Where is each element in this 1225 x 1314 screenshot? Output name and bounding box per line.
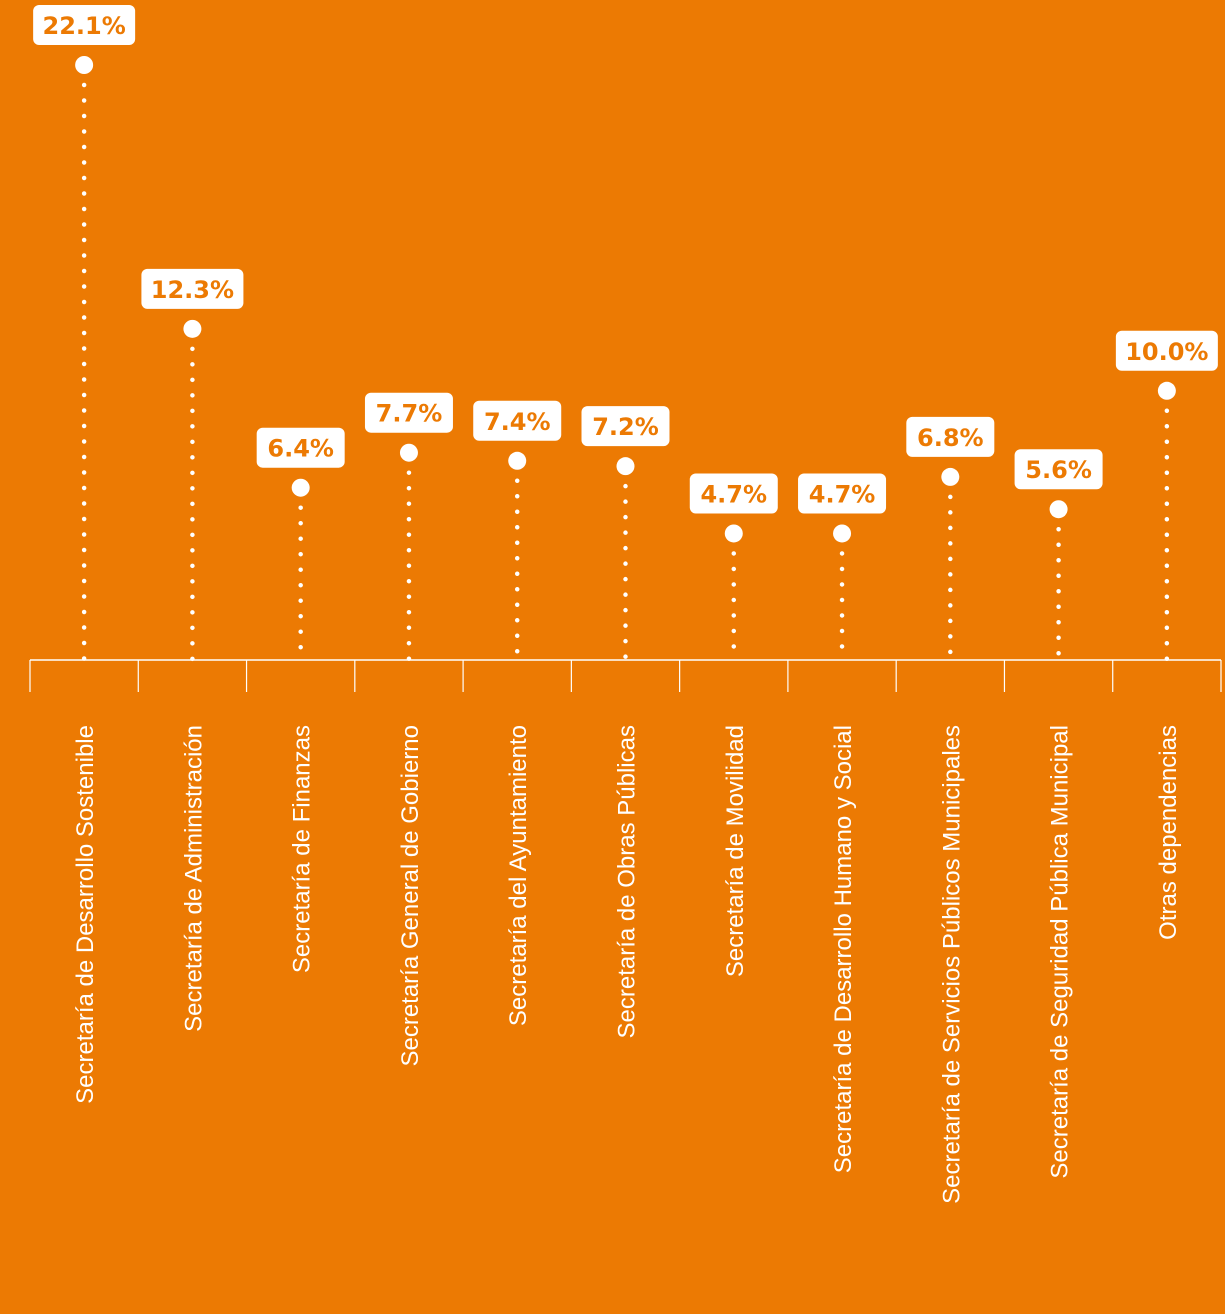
data-point	[75, 56, 94, 74]
data-point	[833, 524, 852, 543]
value-badge: 12.3%	[141, 268, 244, 309]
data-point	[183, 319, 202, 338]
value-label: 7.4%	[484, 408, 551, 436]
data-point	[1157, 381, 1176, 400]
value-badge: 4.7%	[798, 473, 887, 514]
value-badge: 7.7%	[364, 392, 453, 433]
value-label: 4.7%	[809, 480, 876, 508]
value-label: 22.1%	[43, 12, 126, 40]
category-label: Secretaría de Finanzas	[289, 725, 316, 973]
value-label: 7.7%	[376, 400, 443, 428]
value-badge-bg	[906, 416, 995, 457]
data-point	[399, 443, 418, 462]
category-label: Secretaría de Seguridad Pública Municipa…	[1047, 725, 1074, 1179]
category-label: Secretaría General de Gobierno	[397, 725, 424, 1067]
data-points	[75, 56, 1176, 543]
category-labels: Secretaría de Desarrollo Sostenible Secre…	[72, 725, 1182, 1204]
value-badge-bg	[689, 473, 778, 514]
data-point	[941, 467, 960, 486]
value-label: 4.7%	[700, 480, 767, 508]
data-point	[724, 524, 743, 543]
value-badge-bg	[364, 392, 453, 433]
value-label: 10.0%	[1125, 338, 1208, 366]
value-badge: 6.4%	[256, 427, 345, 468]
value-label: 12.3%	[151, 276, 234, 304]
value-badge-bg	[1115, 330, 1218, 371]
category-label: Secretaría de Obras Públicas	[614, 725, 641, 1039]
category-label: Secretaría del Ayuntamiento	[505, 725, 532, 1026]
stems	[81, 82, 1170, 663]
value-badge: 7.2%	[581, 406, 670, 447]
value-label: 6.8%	[917, 424, 984, 452]
value-badge-bg	[473, 400, 562, 441]
category-label: Otras dependencias	[1155, 725, 1182, 940]
value-badge: 22.1%	[33, 5, 136, 45]
value-badge-bg	[581, 406, 670, 447]
value-badge: 7.4%	[473, 400, 562, 441]
value-badge-bg	[33, 5, 136, 45]
value-badge: 5.6%	[1014, 449, 1103, 490]
data-point	[508, 451, 527, 470]
value-label: 6.4%	[267, 435, 334, 463]
data-point	[1049, 500, 1068, 519]
x-axis	[29, 659, 1222, 692]
value-badge-bg	[141, 268, 244, 309]
value-labels: 22.1% 12.3% 6.4% 7.7% 7.4% 7.2% 4.7% 4.7% 6.8% 5.…	[33, 5, 1218, 514]
category-label: Secretaría de Movilidad	[722, 725, 749, 977]
value-badge: 6.8%	[906, 416, 995, 457]
value-badge: 4.7%	[689, 473, 778, 514]
data-point	[616, 457, 635, 476]
value-label: 7.2%	[592, 413, 659, 441]
value-label: 5.6%	[1025, 456, 1092, 484]
value-badge-bg	[1014, 449, 1103, 490]
category-label: Secretaría de Servicios Públicos Municip…	[938, 725, 965, 1204]
category-label: Secretaría de Desarrollo Sostenible	[72, 725, 99, 1104]
data-point	[291, 478, 310, 497]
category-label: Secretaría de Desarrollo Humano y Social	[830, 725, 857, 1173]
value-badge-bg	[798, 473, 887, 514]
category-label: Secretaría de Administración	[180, 725, 207, 1032]
value-badge-bg	[256, 427, 345, 468]
value-badge: 10.0%	[1115, 330, 1218, 371]
